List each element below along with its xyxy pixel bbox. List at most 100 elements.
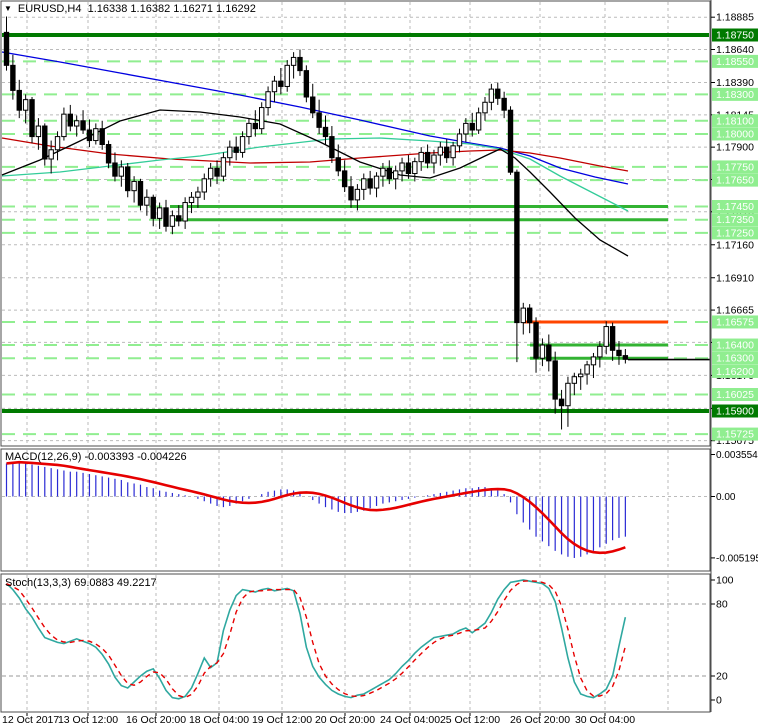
level-price-badge-text: 1.16400 <box>716 340 754 352</box>
candle-bear <box>303 70 310 98</box>
level-price-badge <box>712 388 758 402</box>
stoch-axis: 100 80 20 0 <box>711 575 734 707</box>
candle-bear <box>297 56 303 72</box>
candle-bull <box>201 178 207 193</box>
candle-bear <box>322 126 329 138</box>
candle-bull <box>590 356 597 366</box>
stoch-axis-label: 80 <box>716 599 728 611</box>
candle-bull <box>144 196 150 206</box>
ma-red <box>1 137 629 172</box>
chart-title-bar: ▼ EURUSD,H4 1.16338 1.16382 1.16271 1.16… <box>4 3 256 15</box>
level-price-badge-text: 1.15900 <box>716 406 754 418</box>
level-price-badge-text: 1.17350 <box>716 214 754 226</box>
date-axis-label: 12 Oct 2017 <box>2 714 59 726</box>
candle-bull <box>48 149 54 160</box>
candle-bull <box>271 80 278 93</box>
candle-bear <box>16 89 22 111</box>
candle-bear <box>533 322 539 359</box>
level-price-badge-text: 1.16025 <box>716 389 754 401</box>
level-price-badge-text: 1.16575 <box>716 316 754 328</box>
candle-bear <box>10 64 16 91</box>
candle-bull <box>520 307 526 324</box>
date-axis-label: 16 Oct 20:00 <box>126 714 186 726</box>
level-price-badge <box>712 315 758 329</box>
candle-bull <box>437 146 444 156</box>
price-axis[interactable]: 1.188851.186401.183901.181451.179001.176… <box>710 0 758 712</box>
level-price-badge <box>712 200 758 214</box>
level-price-badge-text: 1.18000 <box>716 128 754 140</box>
candle-bull <box>539 344 546 359</box>
candle-bull <box>418 151 424 163</box>
candle-bear <box>348 186 354 201</box>
candle-bull <box>259 107 265 130</box>
candle-bear <box>616 349 622 357</box>
candle-bull <box>578 373 584 378</box>
candle-bull <box>227 146 233 159</box>
level-price-badge-text: 1.18100 <box>716 115 754 127</box>
macd-axis: 0.003554 0.00 -0.005195 <box>711 450 758 564</box>
macd-axis-label: -0.005195 <box>716 553 758 564</box>
level-price-badge-text: 1.17450 <box>716 201 754 213</box>
stoch-axis-label: 20 <box>716 671 728 683</box>
price-axis-label: 1.18390 <box>716 77 754 89</box>
candle-bull <box>220 157 227 177</box>
candle-bull <box>380 167 386 177</box>
candle-bull <box>284 64 290 87</box>
candle-bull <box>156 207 163 219</box>
macd-axis-label: 0.00 <box>716 492 736 503</box>
candle-bear <box>444 146 450 159</box>
symbol-ohlc-label: EURUSD,H4 1.16338 1.16382 1.16271 1.1629… <box>17 3 256 15</box>
level-price-badge <box>712 404 758 418</box>
level-price-badge <box>712 351 758 365</box>
candle-bear <box>552 360 558 400</box>
candle-bear <box>176 215 182 222</box>
level-price-badge-text: 1.17650 <box>716 175 754 187</box>
macd-signal-line <box>6 460 626 555</box>
candle-bull <box>571 376 578 384</box>
candle-bear <box>424 151 431 164</box>
candle-bull <box>482 101 488 114</box>
level-price-badge-text: 1.18300 <box>716 89 754 101</box>
candle-bear <box>335 157 341 172</box>
candle-bear <box>558 398 565 407</box>
candle-bear <box>252 122 259 130</box>
stoch-axis-label: 100 <box>716 575 734 587</box>
candle-bear <box>316 112 322 128</box>
stoch-panel <box>2 603 709 677</box>
candle-bull <box>412 161 418 175</box>
candle-bull <box>118 166 125 177</box>
candle-bull <box>399 162 405 172</box>
candle-bull <box>584 364 590 375</box>
candle-bull <box>565 382 571 407</box>
price-axis-label: 1.16910 <box>716 272 754 284</box>
candle-bull <box>488 88 495 103</box>
candle-bull <box>373 175 380 189</box>
candle-bear <box>105 144 112 164</box>
candle-bull <box>22 99 29 111</box>
candle-bull <box>188 196 195 204</box>
level-price-badge <box>712 173 758 187</box>
symbol-dropdown-icon[interactable]: ▼ <box>4 4 12 13</box>
level-price-badge <box>712 87 758 101</box>
date-axis-label: 19 Oct 12:00 <box>252 714 312 726</box>
candle-bear <box>495 88 501 99</box>
candle-bear <box>233 146 239 153</box>
level-price-badge <box>712 160 758 174</box>
candle-bear <box>329 136 335 159</box>
candle-bull <box>475 112 482 131</box>
stoch-d-line <box>6 580 627 699</box>
stoch-axis-label: 0 <box>716 695 722 707</box>
candle-bull <box>54 136 61 151</box>
macd-axis-label: 0.003554 <box>716 450 758 461</box>
candle-bull <box>597 345 603 358</box>
level-price-badge <box>712 54 758 68</box>
candle-bull <box>73 120 80 127</box>
date-axis-label: 18 Oct 04:00 <box>189 714 249 726</box>
candle-bear <box>278 80 284 87</box>
date-axis-label: 26 Oct 20:00 <box>510 714 570 726</box>
candle-bear <box>386 167 393 180</box>
candle-bear <box>80 120 86 131</box>
level-price-badge <box>712 127 758 141</box>
